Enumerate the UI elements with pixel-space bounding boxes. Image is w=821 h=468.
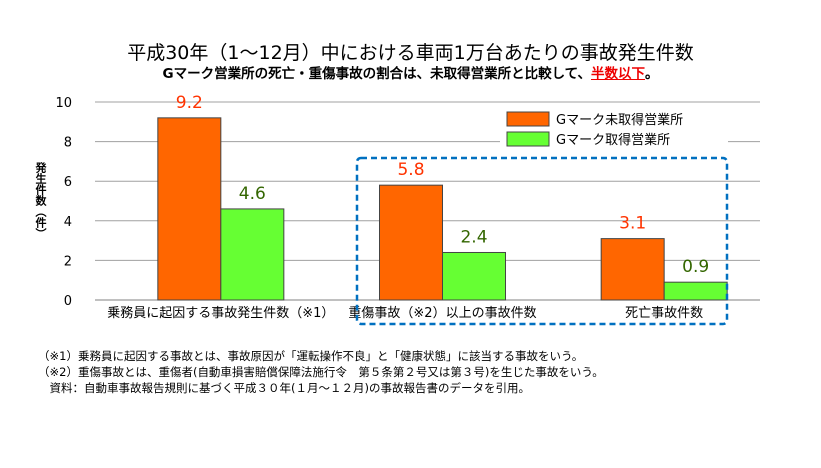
legend-swatch — [506, 131, 550, 147]
footnote-1: （※1）乗務員に起因する事故とは、事故原因が「運転操作不良」と「健康状態」に該当… — [38, 349, 584, 363]
data-label: 3.1 — [619, 214, 646, 234]
data-label: 0.9 — [682, 257, 709, 277]
legend-label: Gマーク取得営業所 — [556, 132, 670, 148]
x-tick-label: 重傷事故（※2）以上の事故件数 — [348, 305, 536, 321]
subtitle-end: 。 — [645, 66, 659, 82]
y-tick-label: 8 — [64, 136, 72, 151]
subtitle-text: Gマーク営業所の死亡・重傷事故の割合は、未取得営業所と比較して、 — [162, 66, 592, 82]
bar — [379, 184, 443, 301]
subtitle-highlight: 半数以下 — [591, 66, 645, 82]
y-tick-label: 10 — [55, 96, 72, 111]
data-label: 5.8 — [397, 160, 424, 180]
highlight-box — [355, 156, 729, 326]
legend-swatch — [506, 111, 550, 127]
chart-subtitle: Gマーク営業所の死亡・重傷事故の割合は、未取得営業所と比較して、半数以下。 — [0, 62, 821, 82]
bar-chart: 0 2 4 6 8 10 9.2 4.6 乗務員に起因する事故発生件数（※1） 5.8 2.4 重傷事… — [55, 93, 760, 326]
y-axis-label: 発生件数（件） — [34, 162, 47, 239]
y-tick-label: 2 — [64, 254, 72, 269]
data-label: 9.2 — [176, 93, 203, 113]
x-tick-label: 乗務員に起因する事故発生件数（※1） — [107, 306, 334, 321]
footnote-2: （※2）重傷事故とは、重傷者(自動車損害賠償保障法施行令 第５条第２号又は第３号… — [38, 365, 604, 379]
chart-title: 平成30年（1～12月）中における車両1万台あたりの事故発生件数 — [127, 42, 694, 64]
bar — [157, 117, 222, 301]
y-tick-label: 6 — [64, 175, 72, 190]
data-label: 2.4 — [460, 227, 487, 247]
source-note: 資料：自動車事故報告規則に基づく平成３０年(１月～１２月)の事故報告書のデータを… — [38, 381, 530, 395]
bar — [442, 251, 506, 301]
y-tick-label: 4 — [64, 215, 72, 230]
legend-label: Gマーク未取得営業所 — [556, 112, 683, 128]
bar — [220, 208, 285, 301]
bar — [663, 281, 728, 301]
data-label: 4.6 — [239, 184, 266, 204]
y-tick-label: 0 — [64, 294, 72, 309]
bar — [600, 238, 665, 301]
x-tick-label: 死亡事故件数 — [625, 306, 703, 321]
